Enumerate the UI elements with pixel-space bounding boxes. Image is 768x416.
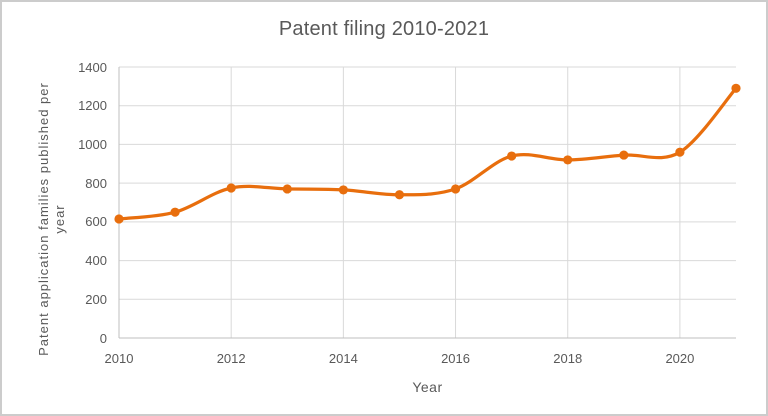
y-tick-label: 1200 [78, 98, 107, 114]
x-axis-title: Year [412, 379, 443, 395]
data-point-marker [226, 183, 236, 193]
data-point-marker [282, 184, 292, 194]
data-point-marker [675, 147, 685, 157]
y-tick-label: 800 [85, 175, 107, 191]
x-tick-label: 2012 [216, 351, 246, 366]
data-point-marker [563, 155, 573, 165]
data-point-marker [170, 207, 180, 217]
x-tick-label: 2020 [665, 351, 695, 366]
data-point-marker [114, 214, 124, 224]
y-tick-label: 400 [85, 253, 107, 269]
x-tick-label: 2016 [441, 351, 470, 366]
data-point-marker [450, 184, 461, 194]
data-point-marker [731, 83, 741, 93]
data-point-marker [619, 150, 629, 160]
series-line [117, 86, 738, 221]
y-tick-label: 1400 [78, 59, 107, 75]
x-tick-label: 2018 [553, 351, 583, 366]
x-tick-label: 2010 [104, 351, 134, 366]
y-tick-label: 600 [85, 214, 107, 230]
y-tick-label: 0 [99, 330, 107, 346]
y-tick-label: 200 [85, 291, 107, 307]
y-tick-label: 1000 [78, 136, 107, 152]
x-tick-label: 2014 [328, 351, 358, 366]
chart-title: Patent filing 2010-2021 [278, 18, 490, 40]
data-point-marker [338, 185, 348, 195]
data-point-marker [394, 190, 405, 200]
data-point-marker [507, 151, 517, 161]
